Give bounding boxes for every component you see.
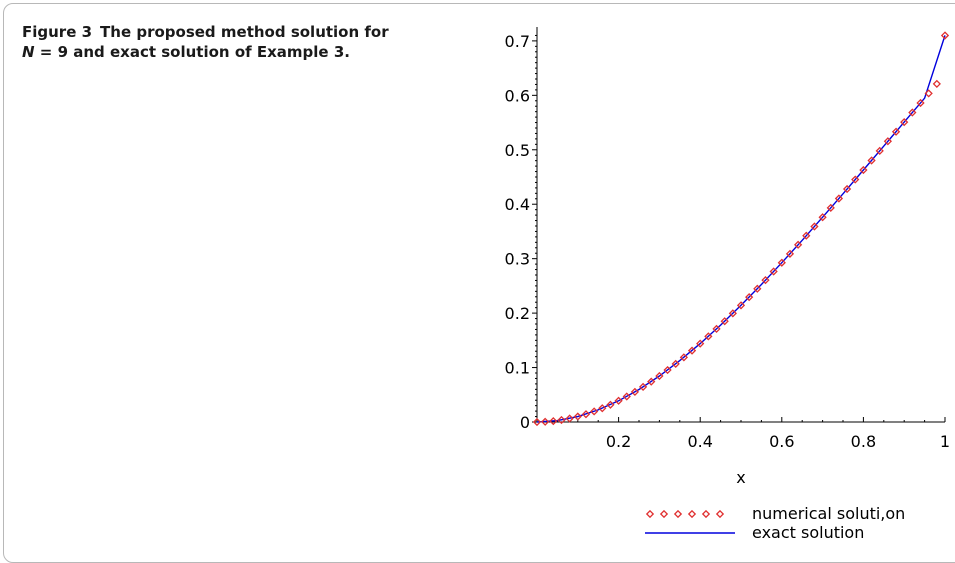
- chart-series: [532, 31, 950, 427]
- numerical-point: [769, 267, 778, 276]
- numerical-point: [671, 359, 680, 368]
- y-tick-label: 0.3: [505, 250, 530, 269]
- x-tick-label: 0.4: [687, 432, 712, 451]
- numerical-point: [794, 240, 803, 249]
- numerical-point: [810, 222, 819, 231]
- exact-solution-line: [536, 35, 946, 423]
- numerical-point: [842, 184, 852, 194]
- numerical-point: [630, 387, 640, 397]
- numerical-point: [557, 415, 566, 425]
- numerical-point: [875, 146, 884, 156]
- numerical-point: [761, 276, 770, 285]
- numerical-point: [622, 392, 631, 401]
- legend-marker: [673, 509, 683, 519]
- numerical-point: [785, 249, 795, 258]
- numerical-point: [908, 108, 917, 117]
- legend-marker: [659, 509, 669, 519]
- numerical-point: [541, 417, 550, 426]
- numerical-point: [704, 332, 713, 341]
- legend-marker: [701, 509, 711, 519]
- numerical-point: [720, 317, 729, 326]
- y-tick-label: 0.2: [505, 304, 530, 323]
- caption-line1: The proposed method solution for: [100, 23, 389, 41]
- numerical-point: [818, 213, 827, 222]
- legend-marker: [715, 509, 725, 519]
- numerical-point: [891, 127, 901, 136]
- numerical-point: [851, 175, 860, 184]
- numerical-point: [883, 137, 892, 146]
- legend-marker: [687, 509, 697, 519]
- y-tick-label: 0.1: [505, 359, 530, 378]
- numerical-point: [712, 324, 721, 334]
- y-tick-label: 0.6: [505, 86, 530, 105]
- numerical-point: [900, 118, 909, 127]
- numerical-point: [565, 414, 574, 423]
- numerical-point: [638, 382, 648, 392]
- numerical-point: [696, 339, 705, 348]
- numerical-point: [598, 404, 607, 413]
- numerical-point: [590, 407, 599, 416]
- numerical-point: [687, 346, 697, 355]
- y-tick-label: 0.5: [505, 141, 530, 160]
- numerical-point: [663, 365, 672, 375]
- legend-label: numerical soluti,on: [752, 504, 905, 523]
- numerical-point: [867, 156, 876, 165]
- numerical-point: [826, 203, 835, 212]
- figure-label: Figure 3: [22, 23, 93, 41]
- numerical-point: [859, 165, 868, 175]
- caption-variable: N: [22, 43, 35, 61]
- x-tick-label: 0.8: [851, 432, 876, 451]
- numerical-point: [655, 371, 664, 381]
- numerical-point: [606, 400, 615, 409]
- numerical-point: [924, 89, 933, 98]
- numerical-point: [745, 292, 754, 302]
- legend-marker: [645, 509, 655, 519]
- numerical-point: [581, 410, 591, 419]
- numerical-point: [573, 412, 582, 421]
- y-tick-label: 0.4: [505, 195, 530, 214]
- numerical-point: [532, 417, 542, 427]
- numerical-point: [753, 284, 762, 293]
- numerical-point: [777, 258, 786, 267]
- numerical-point: [614, 396, 623, 405]
- y-tick-label: 0: [520, 413, 530, 432]
- x-axis-label: x: [736, 468, 745, 487]
- numerical-point: [932, 79, 941, 89]
- numerical-point: [916, 98, 925, 108]
- numerical-point: [728, 309, 737, 318]
- numerical-point: [679, 353, 688, 362]
- caption-line2: = 9 and exact solution of Example 3.: [34, 43, 350, 61]
- x-tick-label: 0.6: [769, 432, 794, 451]
- numerical-point: [647, 377, 656, 386]
- x-tick-label: 1: [940, 432, 950, 451]
- numerical-point: [834, 194, 844, 203]
- numerical-point: [940, 31, 950, 40]
- numerical-point: [549, 417, 558, 426]
- numerical-point: [736, 301, 746, 310]
- figure-caption: Figure 3 The proposed method solution for…: [22, 22, 442, 62]
- legend-label: exact solution: [752, 523, 864, 542]
- numerical-point: [802, 231, 811, 240]
- x-tick-label: 0.2: [606, 432, 631, 451]
- y-tick-label: 0.7: [505, 32, 530, 51]
- chart-axes: 0.2 0.4 0.6 0.8 1 0 0.1 0.2 0.3 0.4 0.5 0.6 0.7: [505, 27, 950, 451]
